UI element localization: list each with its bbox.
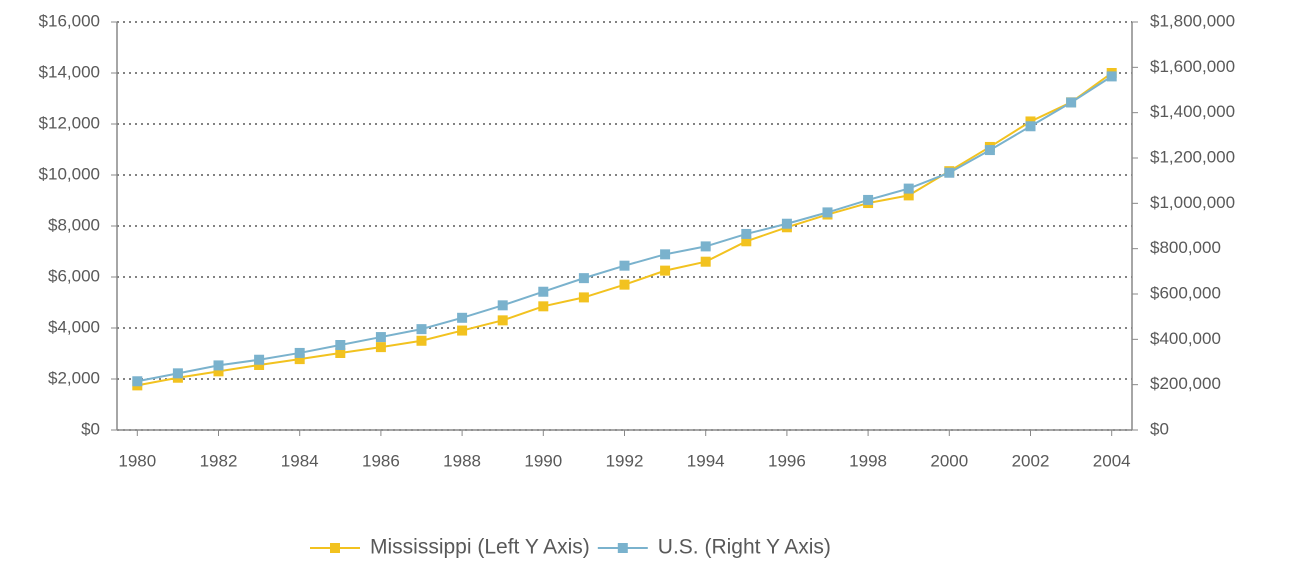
y-tick-label: $0 bbox=[81, 419, 100, 438]
marker bbox=[375, 332, 386, 343]
marker bbox=[660, 265, 671, 276]
legend-marker bbox=[617, 543, 628, 553]
marker bbox=[213, 366, 224, 377]
marker bbox=[1106, 71, 1117, 82]
marker bbox=[213, 360, 224, 371]
marker bbox=[172, 368, 183, 379]
y-tick-label: $14,000 bbox=[39, 62, 100, 81]
y2-tick-label: $800,000 bbox=[1150, 238, 1221, 257]
x-tick-label: 1992 bbox=[606, 451, 644, 470]
marker bbox=[700, 256, 711, 267]
marker bbox=[254, 354, 265, 365]
marker bbox=[741, 236, 752, 247]
x-tick-label: 1996 bbox=[768, 451, 806, 470]
marker bbox=[578, 273, 589, 284]
y2-tick-label: $200,000 bbox=[1150, 374, 1221, 393]
x-tick-label: 1984 bbox=[281, 451, 319, 470]
marker bbox=[457, 312, 468, 323]
marker bbox=[984, 145, 995, 156]
series-line bbox=[137, 75, 1113, 383]
y2-tick-label: $600,000 bbox=[1150, 283, 1221, 302]
x-tick-label: 2004 bbox=[1093, 451, 1131, 470]
marker bbox=[254, 359, 265, 370]
legend-marker bbox=[330, 543, 340, 553]
x-tick-label: 1986 bbox=[362, 451, 400, 470]
marker bbox=[863, 194, 874, 205]
y2-tick-label: $1,400,000 bbox=[1150, 102, 1235, 121]
marker bbox=[903, 183, 914, 194]
marker bbox=[497, 300, 508, 311]
series-line bbox=[137, 72, 1113, 387]
marker bbox=[619, 260, 630, 271]
x-tick-label: 1998 bbox=[849, 451, 887, 470]
marker bbox=[335, 340, 346, 350]
marker bbox=[741, 228, 752, 239]
y2-tick-label: $400,000 bbox=[1150, 329, 1221, 348]
marker bbox=[822, 207, 833, 218]
legend-label: U.S. (Right Y Axis) bbox=[658, 536, 831, 559]
marker bbox=[660, 249, 671, 260]
marker bbox=[335, 347, 346, 358]
x-tick-label: 1990 bbox=[524, 451, 562, 470]
marker bbox=[1025, 121, 1036, 132]
legend-label: Mississippi (Left Y Axis) bbox=[370, 536, 590, 559]
marker bbox=[416, 335, 427, 346]
x-tick-label: 1980 bbox=[118, 451, 156, 470]
marker bbox=[457, 325, 468, 336]
marker bbox=[578, 292, 589, 303]
marker bbox=[619, 279, 630, 290]
y2-tick-label: $0 bbox=[1150, 419, 1169, 438]
marker bbox=[700, 241, 711, 252]
marker bbox=[781, 218, 792, 229]
marker bbox=[538, 286, 549, 297]
marker bbox=[375, 342, 386, 353]
x-tick-label: 2002 bbox=[1012, 451, 1050, 470]
y2-tick-label: $1,000,000 bbox=[1150, 193, 1235, 212]
marker bbox=[416, 324, 427, 335]
marker bbox=[538, 301, 549, 312]
x-tick-label: 1982 bbox=[200, 451, 238, 470]
y-tick-label: $8,000 bbox=[48, 215, 100, 234]
y-tick-label: $2,000 bbox=[48, 368, 100, 387]
y-tick-label: $10,000 bbox=[39, 164, 100, 183]
marker bbox=[944, 167, 955, 178]
x-tick-label: 2000 bbox=[930, 451, 968, 470]
marker bbox=[903, 190, 914, 201]
x-tick-label: 1994 bbox=[687, 451, 725, 470]
marker bbox=[1066, 97, 1077, 108]
y-tick-label: $12,000 bbox=[39, 113, 100, 132]
marker bbox=[132, 376, 143, 387]
marker bbox=[497, 315, 508, 326]
y2-tick-label: $1,600,000 bbox=[1150, 57, 1235, 76]
marker bbox=[294, 354, 305, 365]
y-tick-label: $4,000 bbox=[48, 317, 100, 336]
y2-tick-label: $1,200,000 bbox=[1150, 147, 1235, 166]
y2-tick-label: $1,800,000 bbox=[1150, 11, 1235, 30]
marker bbox=[294, 347, 305, 358]
x-tick-label: 1988 bbox=[443, 451, 481, 470]
y-tick-label: $16,000 bbox=[39, 11, 100, 30]
y-tick-label: $6,000 bbox=[48, 266, 100, 285]
